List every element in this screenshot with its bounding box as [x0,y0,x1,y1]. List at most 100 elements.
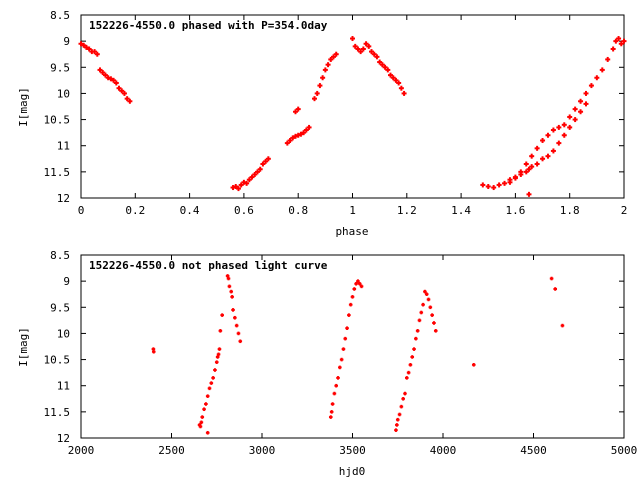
phased-light-curve-panel: 152226-4550.0 phased with P=354.0day pha… [17,9,627,238]
y-axis-label: I[mag] [17,327,30,367]
data-point [317,83,323,89]
data-point [347,313,351,317]
y-tick-label: 12 [57,432,70,445]
data-point [216,352,221,357]
data-point [526,166,532,172]
x-tick-label: 3000 [249,444,276,457]
data-point [303,127,309,133]
data-point [108,76,114,82]
data-point [583,90,589,96]
y-tick-label: 11 [57,380,70,393]
data-point [220,313,224,317]
data-point [314,90,320,96]
y-tick-label: 12 [57,192,70,205]
data-point [260,161,266,167]
data-point [526,191,532,197]
data-point [471,363,476,367]
data-point [616,36,622,42]
data-point [379,62,385,68]
data-point [105,75,111,81]
data-point [227,284,232,289]
data-point [394,428,398,432]
x-tick-label: 0.2 [125,204,145,217]
data-point [540,156,546,162]
data-point [231,308,235,312]
x-tick-label: 5000 [611,444,638,457]
data-point [534,145,540,151]
data-point [399,404,404,409]
data-point [410,355,415,359]
data-point [233,183,239,189]
data-point [238,182,244,188]
data-point [491,185,497,191]
data-point [204,402,208,406]
data-point [350,295,355,299]
chart-title: 152226-4550.0 not phased light curve [89,259,328,272]
data-point [244,180,250,186]
data-point [205,430,210,435]
data-point [401,90,407,96]
data-point [100,70,106,76]
y-axis-label: I[mag] [17,87,30,127]
data-point [217,347,222,351]
data-point [238,339,243,344]
data-point [426,297,431,302]
x-axis-label: hjd0 [339,465,366,478]
data-point [78,41,84,47]
data-point [613,38,619,44]
data-point [523,169,529,175]
x-tick-label: 0.8 [288,204,308,217]
data-point [329,410,334,414]
data-point [534,161,540,167]
unphased-light-curve-panel: 152226-4550.0 not phased light curve hjd… [17,249,637,478]
x-tick-label: 1.8 [560,204,580,217]
data-point [550,148,556,154]
data-point [292,109,298,115]
data-points [78,36,627,197]
y-tick-label: 11.5 [44,166,71,179]
data-point [332,391,337,396]
y-tick-label: 10 [57,327,70,340]
y-axis-ticks: 8.5 9 9.5 10 10.5 11 11.5 12 [44,9,624,205]
data-point [352,43,358,49]
x-axis-ticks: 2000 2500 3000 3500 4000 4500 5000 [68,255,638,457]
y-tick-label: 8.5 [50,249,70,262]
data-point [414,336,418,341]
data-point [357,281,362,286]
data-point [618,41,624,47]
data-point [338,365,342,370]
data-point [356,279,360,283]
x-tick-label: 2500 [158,444,185,457]
data-point [345,326,349,330]
x-tick-label: 1.6 [505,204,525,217]
data-point [328,415,333,419]
data-point [366,43,372,49]
data-point [496,182,502,188]
data-point [605,56,611,62]
data-point [572,117,578,123]
data-point [218,329,223,333]
data-point [401,396,405,401]
data-point [199,420,204,425]
data-point [529,164,535,170]
y-axis-ticks: 8.5 9 9.5 10 10.5 11 11.5 12 [44,249,624,445]
data-point [502,180,508,186]
data-point [263,158,269,164]
data-point [290,135,296,141]
data-point [545,132,551,138]
data-point [560,323,565,328]
data-point [284,140,290,146]
data-point [121,90,127,96]
data-point [233,315,237,320]
y-tick-label: 11 [57,140,70,153]
data-point [102,72,108,78]
data-point [207,386,212,391]
data-point [86,46,92,52]
data-point [507,179,513,185]
data-point [92,49,98,55]
data-point [549,276,554,281]
data-point [354,281,358,286]
data-point [333,51,339,57]
data-point [561,122,567,128]
